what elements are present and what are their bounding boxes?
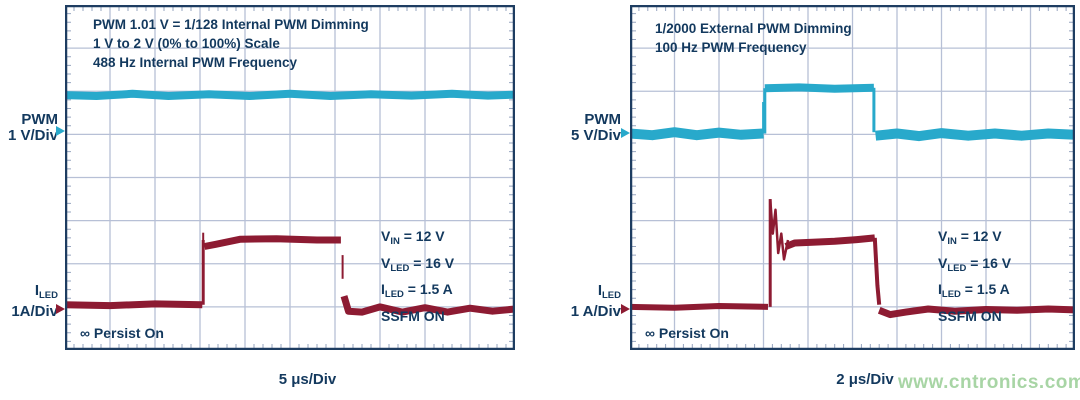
right-graticule-and-waveforms (630, 5, 1075, 350)
title-line: 100 Hz PWM Frequency (655, 40, 807, 55)
iled-trace (768, 199, 790, 261)
iled-trace (872, 237, 882, 305)
channel-scale: 5 V/Div (570, 127, 621, 144)
left-test-conditions: VIN = 12 V VLED = 16 V ILED = 1.5 A SSFM… (381, 226, 454, 332)
left-scope-panel: PWM 1.01 V = 1/128 Internal PWM Dimming … (65, 5, 515, 350)
condition-line: VLED = 16 V (381, 254, 455, 274)
iled-trace (203, 235, 341, 250)
pwm-trace (630, 127, 764, 141)
channel-name: ILED (34, 282, 58, 302)
condition-line: VIN = 12 V (381, 228, 445, 247)
right-timebase-label: 2 μs/Div (836, 371, 894, 388)
right-iled-channel-label: ILED 1 A/Div (553, 283, 621, 320)
iled-trace (340, 295, 515, 316)
pwm-trace (764, 83, 874, 93)
channel-name: ILED (597, 282, 621, 302)
right-iled-position-marker-icon (621, 304, 630, 314)
right-pwm-channel-label: PWM 5 V/Div (563, 112, 621, 144)
iled-trace (877, 305, 1075, 319)
iled-trace (784, 234, 876, 250)
condition-line: ILED = 1.5 A (381, 281, 453, 300)
channel-scale: 1A/Div (11, 303, 58, 320)
channel-scale: 1 A/Div (570, 303, 621, 320)
left-timebase-label: 5 μs/Div (278, 371, 337, 388)
condition-line: SSFM ON (381, 307, 445, 324)
right-test-conditions: VIN = 12 V VLED = 16 V ILED = 1.5 A SSFM… (938, 226, 1011, 332)
left-iled-position-marker-icon (56, 304, 65, 314)
left-pwm-channel-label: PWM 1 V/Div (0, 112, 58, 144)
channel-scale: 1 V/Div (7, 127, 58, 144)
channel-name: PWM (21, 111, 58, 128)
left-scope-title: PWM 1.01 V = 1/128 Internal PWM Dimming … (93, 15, 369, 72)
watermark: www.cntronics.com (898, 372, 1080, 393)
right-scope-panel: 1/2000 External PWM Dimming 100 Hz PWM F… (630, 5, 1075, 350)
title-line: 488 Hz Internal PWM Frequency (93, 55, 298, 70)
left-persist-status: ∞ Persist On (80, 325, 164, 341)
left-iled-channel-label: ILED 1A/Div (0, 283, 58, 320)
pwm-trace (875, 128, 1075, 142)
right-scope-title: 1/2000 External PWM Dimming 100 Hz PWM F… (655, 19, 852, 57)
condition-line: VLED = 16 V (938, 254, 1012, 274)
left-graticule-and-waveforms (65, 5, 515, 350)
left-pwm-position-marker-icon (56, 126, 65, 136)
condition-line: VIN = 12 V (938, 228, 1002, 247)
pwm-trace (65, 89, 515, 100)
right-persist-status: ∞ Persist On (645, 325, 729, 341)
title-line: 1 V to 2 V (0% to 100%) Scale (93, 36, 280, 51)
title-line: PWM 1.01 V = 1/128 Internal PWM Dimming (93, 17, 369, 32)
condition-line: SSFM ON (938, 307, 1002, 324)
title-line: 1/2000 External PWM Dimming (655, 21, 852, 36)
iled-trace (630, 303, 769, 311)
condition-line: ILED = 1.5 A (938, 281, 1010, 300)
iled-trace (65, 300, 203, 310)
channel-name: PWM (584, 111, 621, 128)
right-pwm-position-marker-icon (621, 128, 630, 138)
